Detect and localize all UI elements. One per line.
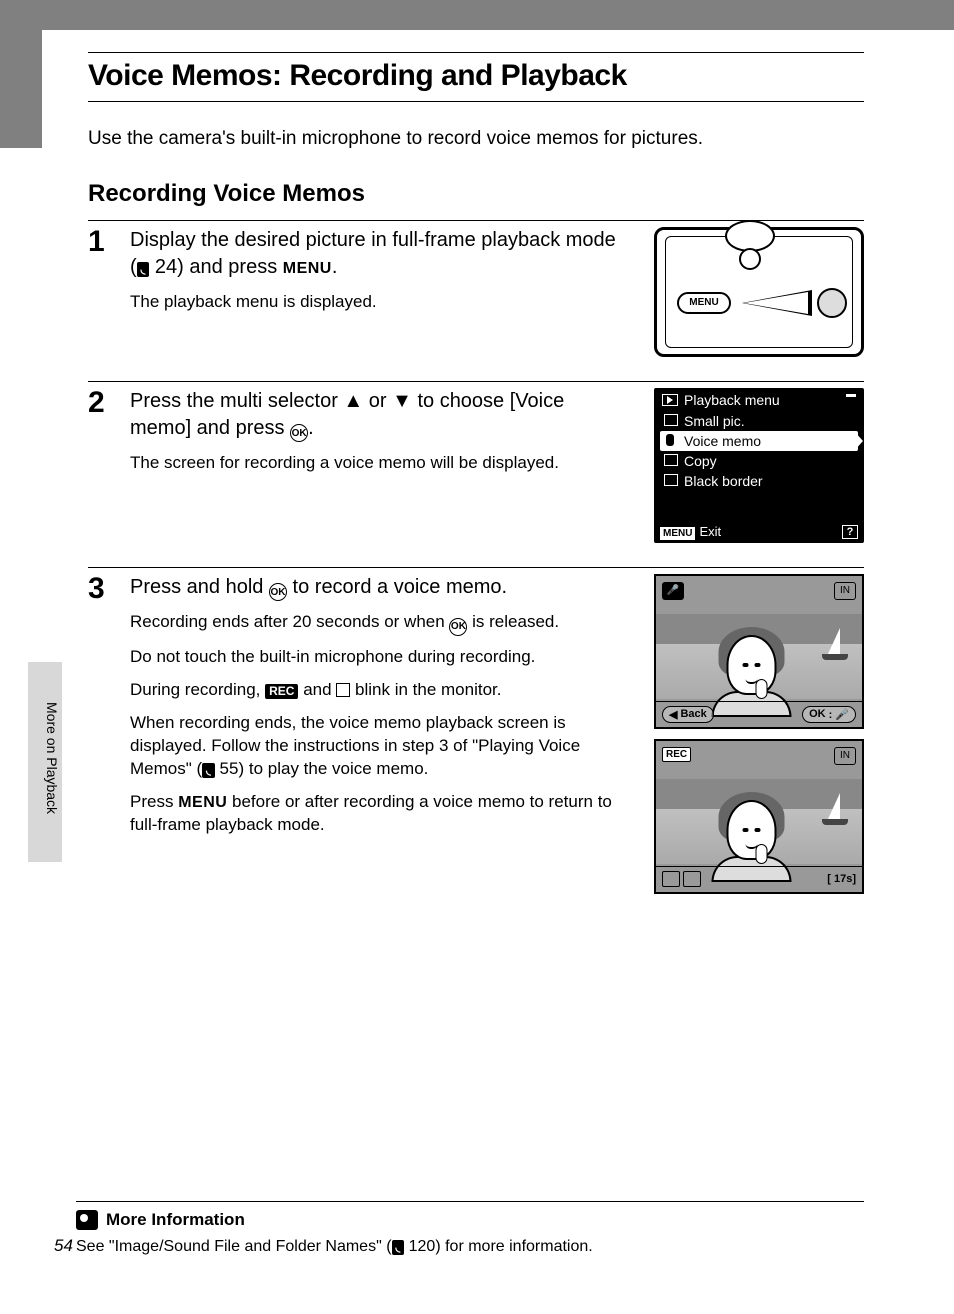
camera-ref-icon: ◟ xyxy=(392,1240,405,1255)
step-3-p1: Recording ends after 20 seconds or when … xyxy=(130,611,626,636)
left-gray-bar xyxy=(0,0,42,148)
help-icon: ? xyxy=(842,525,858,539)
camera-ref-icon: ◟ xyxy=(202,763,215,778)
subheading: Recording Voice Memos xyxy=(88,180,864,208)
menu-title: Playback menu xyxy=(684,392,780,408)
side-tab-label: More on Playback xyxy=(44,702,60,814)
step-3-p2: Do not touch the built-in microphone dur… xyxy=(130,646,626,669)
mic-icon xyxy=(666,434,674,446)
footer: More Information See "Image/Sound File a… xyxy=(76,1201,864,1258)
step-3-p5: Press MENU before or after recording a v… xyxy=(130,791,626,837)
arrow-icon xyxy=(742,290,812,316)
step-2: 2 Press the multi selector ▲ or ▼ to cho… xyxy=(88,381,864,543)
menu-label: MENU xyxy=(283,260,332,277)
rec-badge: REC xyxy=(662,747,691,762)
memo-icon xyxy=(336,683,350,697)
ok-icon: OK xyxy=(290,424,308,442)
step-number: 3 xyxy=(88,574,112,904)
info-icon xyxy=(76,1210,98,1230)
step-1-sub: The playback menu is displayed. xyxy=(130,291,626,314)
step-number: 2 xyxy=(88,388,112,543)
menu-item: Black border xyxy=(654,471,864,491)
rec-icon: REC xyxy=(265,684,298,699)
menu-item: Copy xyxy=(654,451,864,471)
step-1-illustration: MENU xyxy=(654,227,864,357)
playback-icon xyxy=(662,394,678,406)
back-button: ◀ Back xyxy=(662,706,714,723)
step-3-p4: When recording ends, the voice memo play… xyxy=(130,712,626,781)
ok-rec-button: OK : 🎤 xyxy=(802,706,856,723)
menu-item: Small pic. xyxy=(654,411,864,431)
step-2-illustration: Playback menu Small pic. Voice memo Copy… xyxy=(654,388,864,543)
menu-label: MENU xyxy=(178,794,227,811)
mic-icon: 🎤 xyxy=(662,582,684,600)
step-3-illustration: 🎤 IN ◀ Back OK : 🎤 REC IN xyxy=(654,574,864,904)
menu-item-selected: Voice memo xyxy=(660,431,858,451)
step-2-instruction: Press the multi selector ▲ or ▼ to choos… xyxy=(130,388,626,443)
ok-icon: OK xyxy=(269,583,287,601)
memo-icon xyxy=(683,871,701,887)
page-number: 54 xyxy=(54,1236,73,1256)
menu-button-illus: MENU xyxy=(677,292,731,314)
step-number: 1 xyxy=(88,227,112,357)
step-1: 1 Display the desired picture in full-fr… xyxy=(88,220,864,357)
timer-label: [ 17s] xyxy=(827,873,856,885)
step-3: 3 Press and hold OK to record a voice me… xyxy=(88,567,864,904)
memory-icon: IN xyxy=(834,582,856,600)
step-2-sub: The screen for recording a voice memo wi… xyxy=(130,452,626,475)
step-3-p3: During recording, REC and blink in the m… xyxy=(130,679,626,702)
footer-text: See "Image/Sound File and Folder Names" … xyxy=(76,1236,864,1258)
page-title: Voice Memos: Recording and Playback xyxy=(88,59,864,93)
intro-text: Use the camera's built-in microphone to … xyxy=(88,126,864,152)
exit-label: Exit xyxy=(699,524,721,539)
step-1-instruction: Display the desired picture in full-fram… xyxy=(130,227,626,281)
ok-icon: OK xyxy=(449,618,467,636)
step-3-instruction: Press and hold OK to record a voice memo… xyxy=(130,574,626,602)
top-gray-bar xyxy=(0,0,954,30)
size-icon xyxy=(662,871,680,887)
main-content: Voice Memos: Recording and Playback Use … xyxy=(88,52,864,904)
memory-icon: IN xyxy=(834,747,856,765)
camera-ref-icon: ◟ xyxy=(137,262,150,277)
footer-title: More Information xyxy=(106,1210,245,1230)
menu-badge: MENU xyxy=(660,527,695,540)
